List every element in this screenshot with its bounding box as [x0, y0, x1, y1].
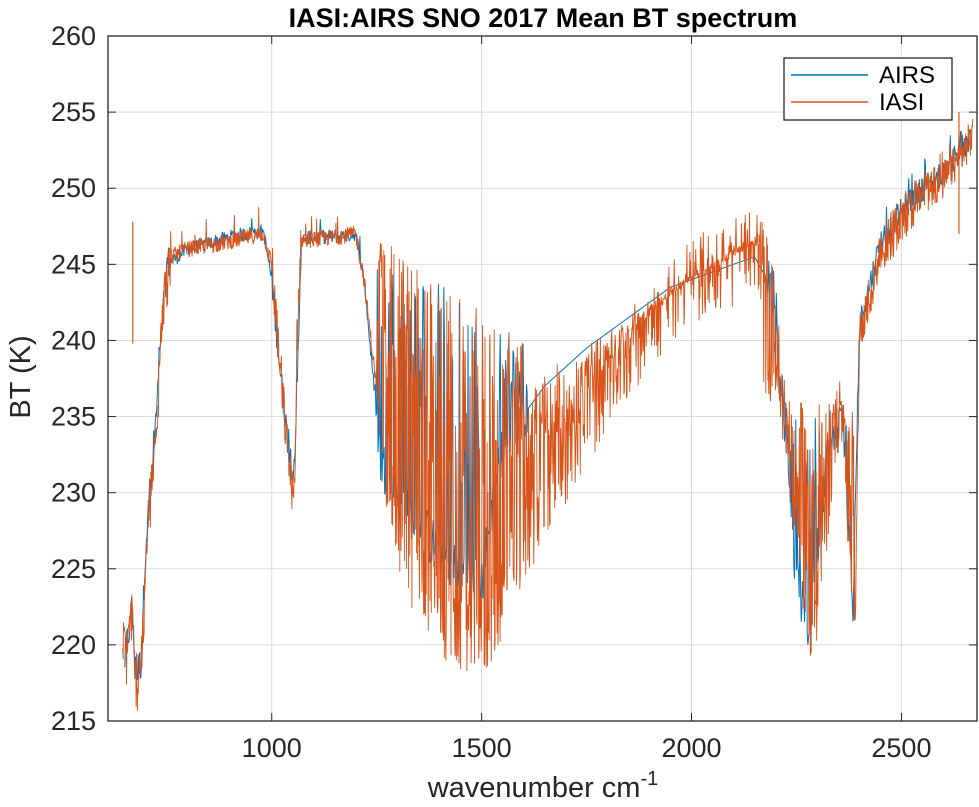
y-tick-label: 260 [51, 21, 96, 51]
y-tick-label: 230 [51, 478, 96, 508]
y-tick-label: 225 [51, 554, 96, 584]
series-line-iasi [122, 118, 974, 711]
y-tick-label: 250 [51, 173, 96, 203]
legend-label-iasi: IASI [879, 89, 924, 116]
legend-box [783, 57, 953, 121]
x-tick-label: 1500 [452, 733, 512, 763]
y-axis-label: BT (K) [5, 335, 37, 418]
y-tick-label: 215 [51, 706, 96, 736]
x-tick-label: 2500 [871, 733, 931, 763]
y-tick-label: 220 [51, 630, 96, 660]
axes: 1000 1500 2000 2500 215 220 225 230 235 240 245 250… [51, 21, 978, 763]
x-tick-label: 2000 [661, 733, 721, 763]
legend-label-airs: AIRS [879, 62, 935, 89]
x-axis-label: wavenumber cm-1 [427, 768, 659, 804]
series-layer [122, 112, 974, 711]
legend: AIRS IASI [783, 57, 953, 121]
y-tick-label: 255 [51, 97, 96, 127]
y-tick-label: 235 [51, 402, 96, 432]
y-tick-label: 240 [51, 325, 96, 355]
y-tick-label: 245 [51, 249, 96, 279]
x-axis-label-text: wavenumber cm [427, 772, 641, 804]
x-tick-label: 1000 [242, 733, 302, 763]
plot-frame [107, 35, 978, 722]
x-axis-label-superscript: -1 [640, 768, 658, 790]
chart-title: IASI:AIRS SNO 2017 Mean BT spectrum [289, 3, 798, 33]
